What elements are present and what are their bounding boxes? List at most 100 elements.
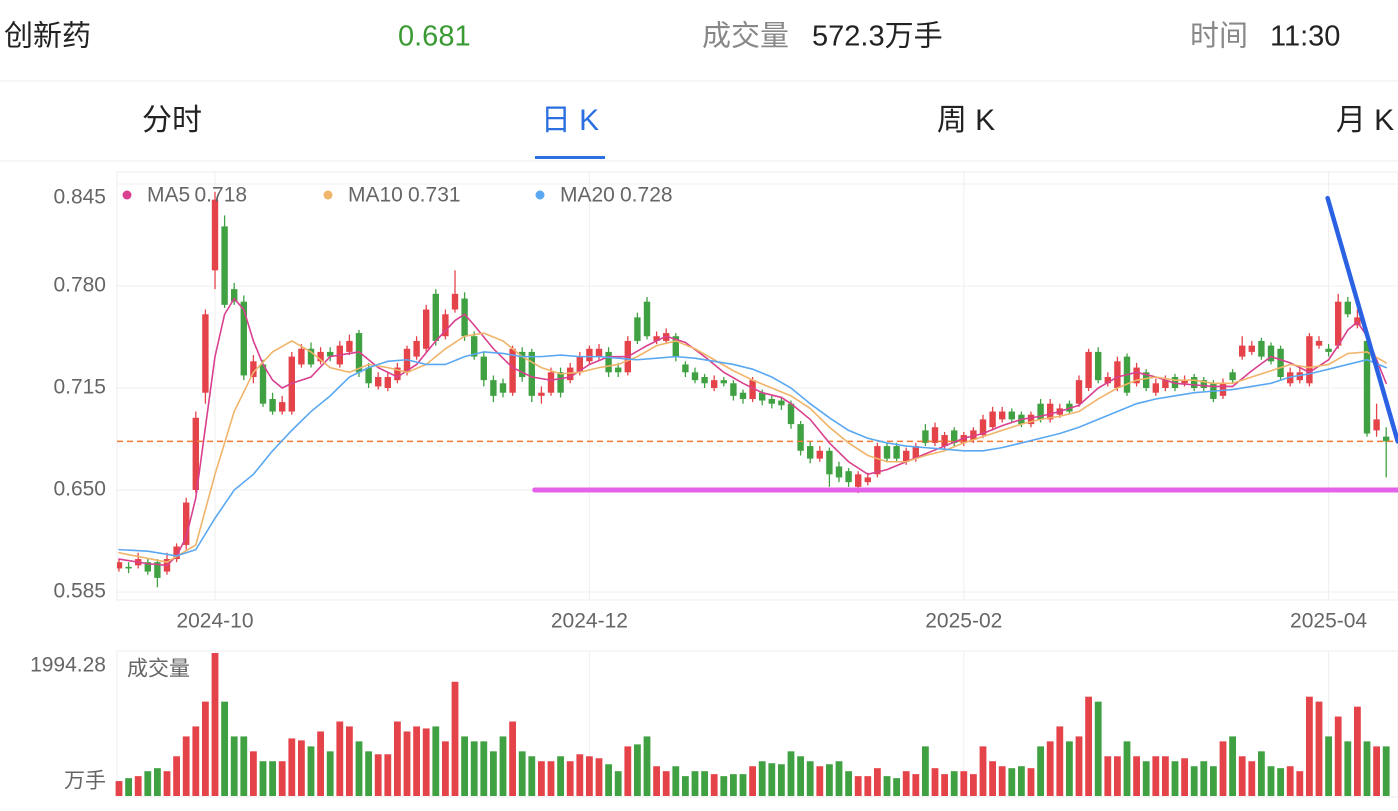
candle-body (730, 383, 737, 396)
volume-bar (931, 768, 939, 796)
volume-bar (538, 761, 545, 796)
candle-body (307, 348, 315, 365)
volume-bar (144, 771, 152, 796)
tab[interactable]: 月 K (1336, 104, 1394, 137)
volume-label: 成交量 (702, 20, 789, 53)
candle-body (298, 348, 305, 365)
volume-bar (960, 771, 968, 796)
volume-bar (1238, 756, 1246, 796)
candle-body (1383, 436, 1390, 442)
candle-body (259, 364, 267, 404)
candle-body (874, 446, 881, 475)
time-label: 时间 (1190, 20, 1248, 53)
tab[interactable]: 周 K (937, 104, 995, 137)
candle-body (797, 424, 804, 451)
candle-body (1315, 340, 1323, 346)
volume-bar (1008, 768, 1016, 796)
candle-body (586, 348, 593, 362)
candle-body (538, 392, 545, 396)
volume-bar (1296, 771, 1304, 796)
ma-line (118, 351, 1387, 557)
candle-body (1239, 345, 1246, 357)
y-tick-label: 0.650 (53, 478, 106, 501)
volume-bar (288, 738, 296, 796)
candle-body (269, 398, 276, 412)
candle-body (864, 477, 871, 483)
volume-bar (970, 774, 977, 796)
candle-body (682, 364, 689, 373)
candle-body (125, 566, 132, 569)
candle-body (922, 430, 929, 443)
candle-body (221, 226, 228, 305)
candle-body (759, 392, 766, 401)
volume-bar (710, 774, 718, 796)
candle-body (1229, 372, 1236, 381)
volume-bar (941, 774, 948, 796)
legend-dot (122, 190, 132, 200)
candle-body (451, 293, 459, 310)
y-tick-label: 0.715 (53, 376, 106, 399)
candle-body (154, 562, 161, 578)
trend-line (1325, 195, 1398, 444)
volume-bar (1018, 766, 1025, 796)
volume-bar (835, 761, 843, 796)
candle-body (1114, 361, 1121, 388)
volume-bar (1066, 741, 1073, 796)
volume-bar (749, 766, 756, 796)
candle-body (1047, 403, 1054, 420)
candle-body (1267, 345, 1275, 362)
volume-bar (1382, 746, 1390, 796)
volume-bar (173, 756, 180, 796)
candle-body (499, 383, 507, 393)
candle-body (144, 562, 151, 572)
volume-bar (326, 751, 334, 796)
volume-bar (182, 736, 190, 796)
candle-body (365, 367, 372, 384)
tab[interactable]: 日 K (541, 104, 599, 137)
volume-title: 成交量 (127, 658, 190, 681)
volume-bar (365, 751, 372, 796)
candle-body (1200, 380, 1207, 388)
volume-bar (672, 766, 680, 796)
candle-body (1335, 301, 1342, 346)
ma-line (118, 297, 1387, 567)
candle-body (375, 377, 382, 387)
candle-body (1104, 377, 1111, 384)
volume-bar (614, 771, 622, 796)
candle-body (1306, 336, 1313, 384)
volume-bar (1248, 761, 1256, 796)
volume-bar (490, 751, 497, 796)
volume-bar (874, 768, 881, 796)
volume-bar (413, 726, 420, 796)
volume-bar (950, 771, 958, 796)
volume-bar (432, 726, 440, 796)
volume-bar (211, 653, 219, 796)
legend-dot (323, 190, 333, 200)
price-panel (116, 171, 1398, 601)
candle-body (250, 361, 257, 378)
candle-body (807, 446, 814, 459)
volume-bar (1104, 756, 1112, 796)
candle-body (845, 471, 852, 483)
volume-bar (461, 736, 468, 796)
candle-body (117, 562, 123, 569)
volume-bar (586, 756, 593, 796)
volume-bar (317, 731, 324, 796)
candle-body (653, 336, 660, 341)
candle-body (413, 340, 420, 357)
volume-bar (518, 751, 526, 796)
candle-body (720, 380, 727, 384)
candle-body (605, 351, 612, 373)
volume-bar (1210, 766, 1217, 796)
x-tick-label: 2024-12 (551, 610, 628, 633)
volume-bar (509, 721, 516, 796)
candle-body (931, 427, 939, 443)
volume-bar (1123, 741, 1131, 796)
volume: 572.3万手 (812, 20, 943, 53)
volume-bar (720, 776, 728, 796)
candle-body (893, 446, 900, 459)
volume-bar (298, 740, 305, 796)
tab[interactable]: 分时 (142, 104, 202, 137)
candle-body (557, 372, 564, 393)
